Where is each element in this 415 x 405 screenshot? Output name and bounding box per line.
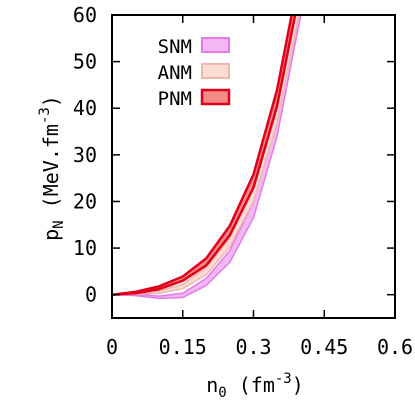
legend-label-snm: SNM bbox=[158, 36, 192, 58]
y-tick-label: 20 bbox=[73, 189, 97, 213]
legend-label-anm: ANM bbox=[158, 62, 192, 84]
x-axis-label-exponent: -3 bbox=[275, 371, 292, 387]
x-tick-label: 0.3 bbox=[235, 335, 271, 359]
x-tick-label: 0.15 bbox=[159, 335, 207, 359]
x-axis-label-main: n bbox=[206, 373, 218, 397]
plot-frame bbox=[111, 14, 396, 319]
y-axis-label-main: p bbox=[39, 229, 63, 241]
y-tick-label: 0 bbox=[85, 283, 97, 307]
band-anm bbox=[112, 15, 300, 296]
y-axis-label-exponent: -3 bbox=[37, 107, 53, 124]
y-axis-label-subscript: N bbox=[51, 220, 67, 228]
y-axis-label-unit: (MeV.fm bbox=[39, 124, 63, 208]
x-tick-label: 0 bbox=[106, 335, 118, 359]
x-axis-label-close: ) bbox=[292, 373, 304, 397]
y-tick-label: 10 bbox=[73, 236, 97, 260]
y-tick-label: 40 bbox=[73, 96, 97, 120]
axis-tick-labels: 0 0.15 0.3 0.45 0.6 0 10 20 30 40 50 60 bbox=[73, 3, 413, 359]
band-snm bbox=[112, 15, 302, 300]
x-tick-label: 0.6 bbox=[377, 335, 413, 359]
y-axis-label-close: ) bbox=[39, 95, 63, 107]
series-bands bbox=[112, 15, 302, 300]
legend-label-pnm: PNM bbox=[158, 88, 192, 110]
x-tick-label: 0.45 bbox=[300, 335, 348, 359]
x-axis-label: n0 (fm-3) bbox=[206, 371, 304, 401]
band-pnm bbox=[112, 15, 297, 296]
axis-ticks bbox=[111, 14, 396, 318]
y-tick-label: 50 bbox=[73, 50, 97, 74]
legend-swatch-pnm bbox=[200, 88, 231, 106]
legend: SNM ANM PNM bbox=[158, 36, 231, 110]
y-tick-label: 60 bbox=[73, 3, 97, 27]
legend-swatch-snm bbox=[201, 37, 230, 53]
x-axis-label-subscript: 0 bbox=[218, 385, 226, 401]
legend-swatch-anm bbox=[201, 63, 230, 79]
y-axis-label: pN (MeV.fm-3) bbox=[37, 95, 67, 241]
y-tick-label: 30 bbox=[73, 143, 97, 167]
x-axis-label-unit: (fm bbox=[239, 373, 275, 397]
